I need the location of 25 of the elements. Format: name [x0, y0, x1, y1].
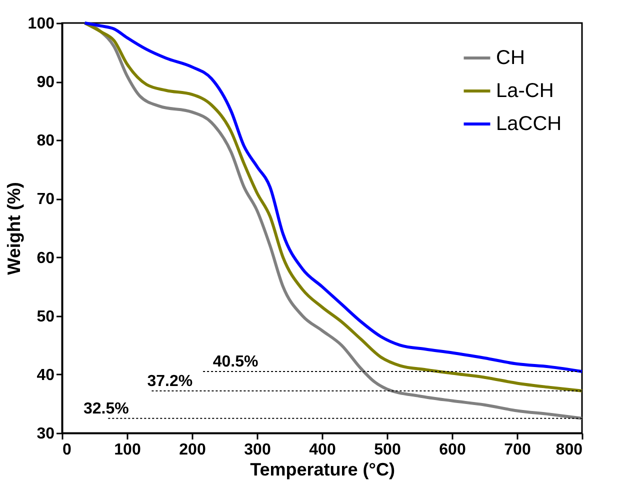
annotation: 40.5%: [212, 354, 258, 370]
legend-label: CH: [496, 47, 525, 69]
annotation: 37.2%: [147, 372, 193, 390]
x-tick-label: 0: [62, 442, 72, 458]
y-tick-label: 30: [36, 426, 55, 442]
y-tick-label: 80: [36, 132, 55, 150]
x-tick-label: 400: [309, 442, 336, 458]
legend-label: LaCCH: [496, 113, 562, 135]
x-tick-label: 200: [179, 442, 206, 458]
legend-label: La-CH: [496, 80, 554, 102]
y-tick-label: 90: [36, 74, 55, 92]
x-tick-label: 700: [504, 442, 531, 458]
y-tick-label: 40: [36, 366, 55, 384]
y-tick-label: 70: [36, 191, 55, 208]
x-tick-label: 500: [374, 442, 401, 458]
y-tick-label: 60: [36, 250, 55, 267]
y-tick-label: 50: [36, 308, 55, 326]
y-tick-label: 100: [28, 16, 55, 32]
x-tick-label: 800: [556, 442, 583, 458]
x-tick-label: 300: [244, 442, 271, 458]
y-axis-title: Weight (%): [4, 182, 24, 275]
x-axis-title: Temperature (°C): [250, 460, 395, 480]
x-tick-label: 100: [114, 442, 141, 458]
x-tick-label: 600: [439, 442, 466, 458]
annotation: 32.5%: [84, 400, 129, 418]
